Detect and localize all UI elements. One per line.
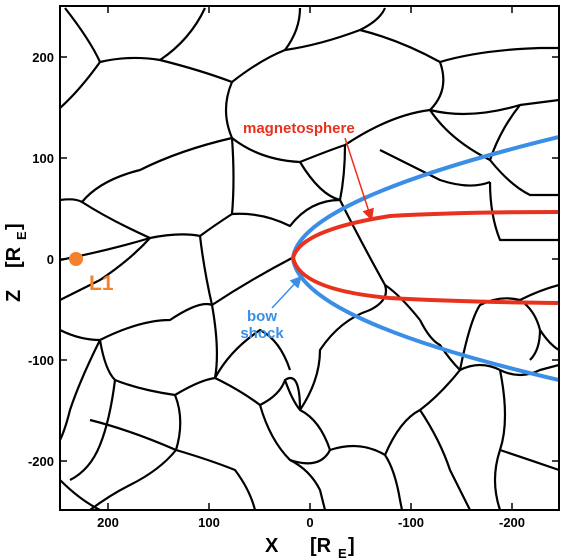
- svg-text:E: E: [338, 546, 347, 560]
- y-tick-label: 0: [47, 252, 54, 267]
- svg-text:[R: [R: [310, 535, 332, 557]
- y-tick-label: -200: [28, 454, 54, 469]
- bow-shock-label-line1: bow: [247, 308, 277, 325]
- solar-wind-cells: [60, 7, 559, 510]
- x-tick-label: -100: [398, 515, 424, 530]
- x-tick-label: 200: [97, 515, 119, 530]
- y-tick-label: -100: [28, 353, 54, 368]
- svg-text:]: ]: [348, 535, 355, 557]
- y-tick-label: 100: [32, 151, 54, 166]
- svg-text:[R: [R: [3, 246, 25, 268]
- x-axis-title: X [R E ]: [265, 535, 355, 560]
- magnetosphere-arrow: [344, 137, 374, 221]
- magnetosphere-curve: [290, 210, 559, 305]
- bow-shock-curve: [290, 135, 559, 382]
- l1-label: L1: [89, 272, 114, 295]
- svg-text:Z: Z: [3, 290, 25, 302]
- x-tick-label: 100: [198, 515, 220, 530]
- bow-shock-label-line2: shock: [240, 325, 284, 342]
- magnetosphere-label: magnetosphere: [243, 120, 355, 137]
- l1-point-marker: [69, 252, 83, 266]
- svg-text:]: ]: [3, 223, 25, 230]
- svg-text:X: X: [265, 535, 279, 557]
- tick-marks: [60, 6, 559, 510]
- x-tick-label: 0: [306, 515, 313, 530]
- svg-text:E: E: [14, 231, 29, 240]
- y-axis-title: Z [R E ]: [3, 223, 29, 302]
- x-tick-label: -200: [499, 515, 525, 530]
- y-tick-label: 200: [32, 50, 54, 65]
- bow-shock-arrow: [271, 275, 303, 309]
